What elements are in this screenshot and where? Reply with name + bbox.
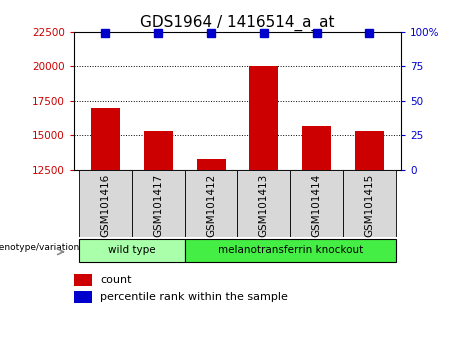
Text: GSM101412: GSM101412 [206,173,216,236]
Bar [302,126,331,170]
Bar [355,131,384,170]
Bar [290,170,343,237]
Bar [144,131,173,170]
Bar [184,239,396,262]
Text: GSM101413: GSM101413 [259,173,269,236]
Text: melanotransferrin knockout: melanotransferrin knockout [218,245,363,256]
Text: GSM101414: GSM101414 [312,173,322,236]
Bar [132,170,184,237]
Bar [74,274,92,286]
Bar [74,291,92,303]
Bar [184,170,237,237]
Text: wild type: wild type [108,245,156,256]
Bar [249,67,278,170]
Bar [79,170,132,237]
Title: GDS1964 / 1416514_a_at: GDS1964 / 1416514_a_at [140,14,335,30]
Text: GSM101417: GSM101417 [153,173,163,236]
Text: genotype/variation: genotype/variation [0,243,80,252]
Bar [343,170,396,237]
Text: GSM101416: GSM101416 [100,173,111,236]
Text: percentile rank within the sample: percentile rank within the sample [100,292,288,302]
Bar [196,159,225,170]
Bar [79,239,184,262]
Bar [91,108,120,170]
Text: GSM101415: GSM101415 [364,173,374,236]
Bar [237,170,290,237]
Text: count: count [100,275,131,285]
